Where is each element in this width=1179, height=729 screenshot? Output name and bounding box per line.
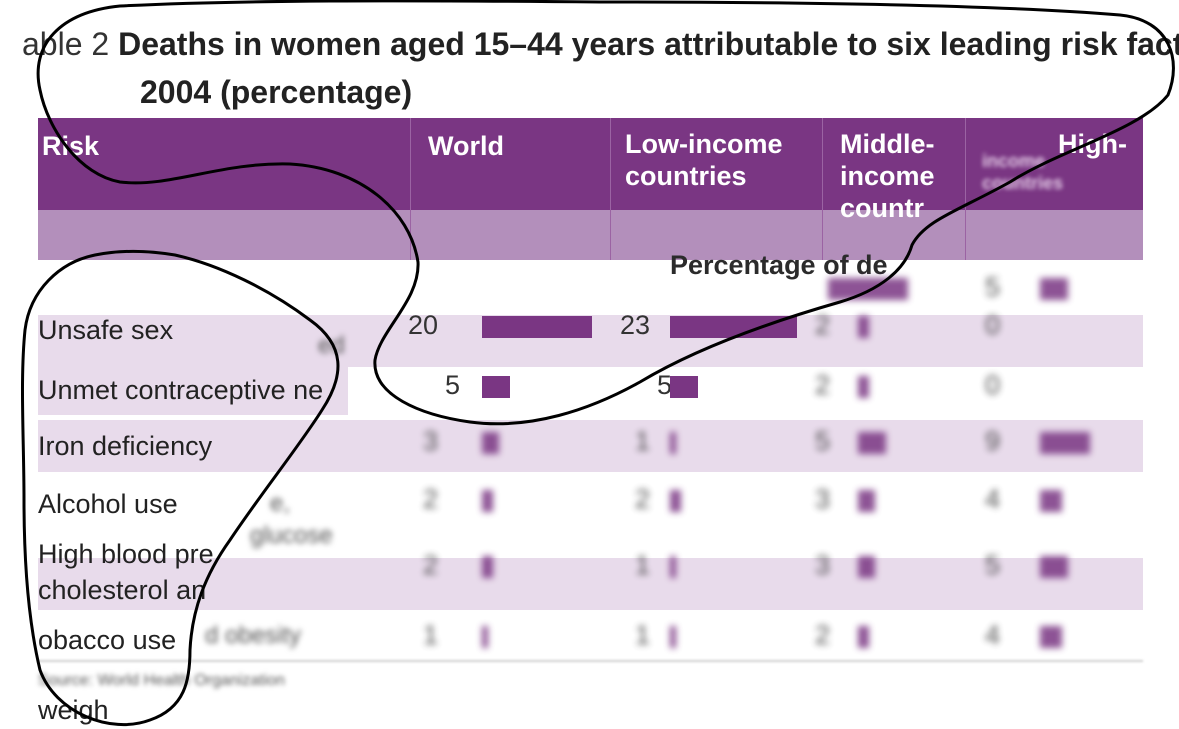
- column-header-risk: Risk: [42, 131, 100, 161]
- row-label: obacco use: [38, 625, 177, 655]
- row-label: weigh: [38, 695, 109, 725]
- cell-bar: [670, 490, 681, 512]
- row-label: Iron deficiency: [38, 431, 213, 461]
- table-title: able 2 Deaths in women aged 15–44 years …: [22, 26, 1179, 62]
- cell-bar: [858, 432, 886, 454]
- cell-value: 2: [422, 484, 438, 514]
- row-label: Alcohol use: [38, 489, 178, 519]
- cell-value: 1: [634, 426, 650, 456]
- column-header-middle-income: Middle- income countr: [840, 129, 935, 223]
- source-note: Source: World Health Organization: [38, 672, 285, 689]
- table-title-line2: 2004 (percentage): [140, 74, 413, 110]
- cell-bar: [482, 626, 488, 648]
- cell-bar: [1040, 278, 1068, 300]
- cell-value: 1: [634, 550, 650, 580]
- column-header-world: World: [428, 131, 504, 161]
- cell-value: 2: [814, 310, 830, 340]
- cell-value: 1: [634, 620, 650, 650]
- cell-bar: [1040, 432, 1090, 454]
- column-divider: [965, 118, 966, 260]
- cell-value: 5: [984, 550, 1000, 580]
- column-header-high-income: High-: [1058, 129, 1127, 159]
- cell-value: 5: [656, 370, 672, 400]
- cell-bar: [828, 278, 908, 300]
- cell-value: 2: [814, 370, 830, 400]
- cell-bar: [858, 316, 869, 338]
- cell-value: 4: [984, 484, 1000, 514]
- ghost-text: ed: [318, 332, 345, 359]
- cell-value: 2: [422, 550, 438, 580]
- cell-bar: [670, 556, 676, 578]
- cell-bar: [670, 376, 698, 398]
- cell-value: 2: [634, 484, 650, 514]
- column-divider: [822, 118, 823, 260]
- cell-bar: [858, 376, 869, 398]
- ghost-text: e,: [270, 490, 291, 517]
- cell-bar: [858, 626, 869, 648]
- cell-bar: [482, 432, 499, 454]
- cell-bar: [482, 376, 510, 398]
- cell-value: 4: [984, 620, 1000, 650]
- table-number: able 2: [22, 26, 110, 62]
- cell-value: 2: [814, 620, 830, 650]
- row-label: Unsafe sex: [38, 315, 174, 345]
- cell-value: 23: [619, 310, 650, 340]
- column-divider: [410, 118, 411, 260]
- cell-bar: [858, 490, 875, 512]
- cell-bar: [670, 432, 676, 454]
- row-label: Unmet contraceptive ne: [38, 375, 324, 405]
- cell-bar: [482, 556, 493, 578]
- table-header: [38, 118, 1143, 210]
- cell-value: 3: [814, 484, 830, 514]
- cell-bar: [670, 626, 676, 648]
- subheader-label: Percentage of de: [670, 250, 888, 280]
- row-label: High blood pre cholesterol an: [38, 539, 214, 605]
- column-divider: [610, 118, 611, 260]
- column-header-low-income: Low-income countries: [625, 129, 783, 191]
- cell-bar: [1040, 556, 1068, 578]
- cell-value: 20: [407, 310, 438, 340]
- cell-value: 5: [814, 426, 830, 456]
- ghost-text: d obesity: [205, 622, 302, 649]
- cell-value: 1: [422, 620, 438, 650]
- cell-bar: [482, 490, 493, 512]
- cell-bar: [1040, 490, 1062, 512]
- cell-value: 5: [444, 370, 460, 400]
- table-bottom-rule: [38, 660, 1143, 662]
- cell-value: 3: [814, 550, 830, 580]
- ghost-text: glucose: [250, 522, 333, 549]
- cell-value: 5: [984, 272, 1000, 302]
- cell-bar: [858, 556, 875, 578]
- cell-bar: [670, 316, 797, 338]
- cell-bar: [482, 316, 592, 338]
- cell-value: 9: [984, 426, 1000, 456]
- table-title-text: Deaths in women aged 15–44 years attribu…: [118, 26, 1179, 62]
- cell-bar: [1040, 626, 1062, 648]
- column-header-high-income-sub: income countries: [982, 151, 1064, 193]
- table-subheader-band: [38, 210, 1143, 260]
- cell-value: 3: [422, 426, 438, 456]
- cell-value: 0: [984, 310, 1000, 340]
- cell-value: 0: [984, 370, 1000, 400]
